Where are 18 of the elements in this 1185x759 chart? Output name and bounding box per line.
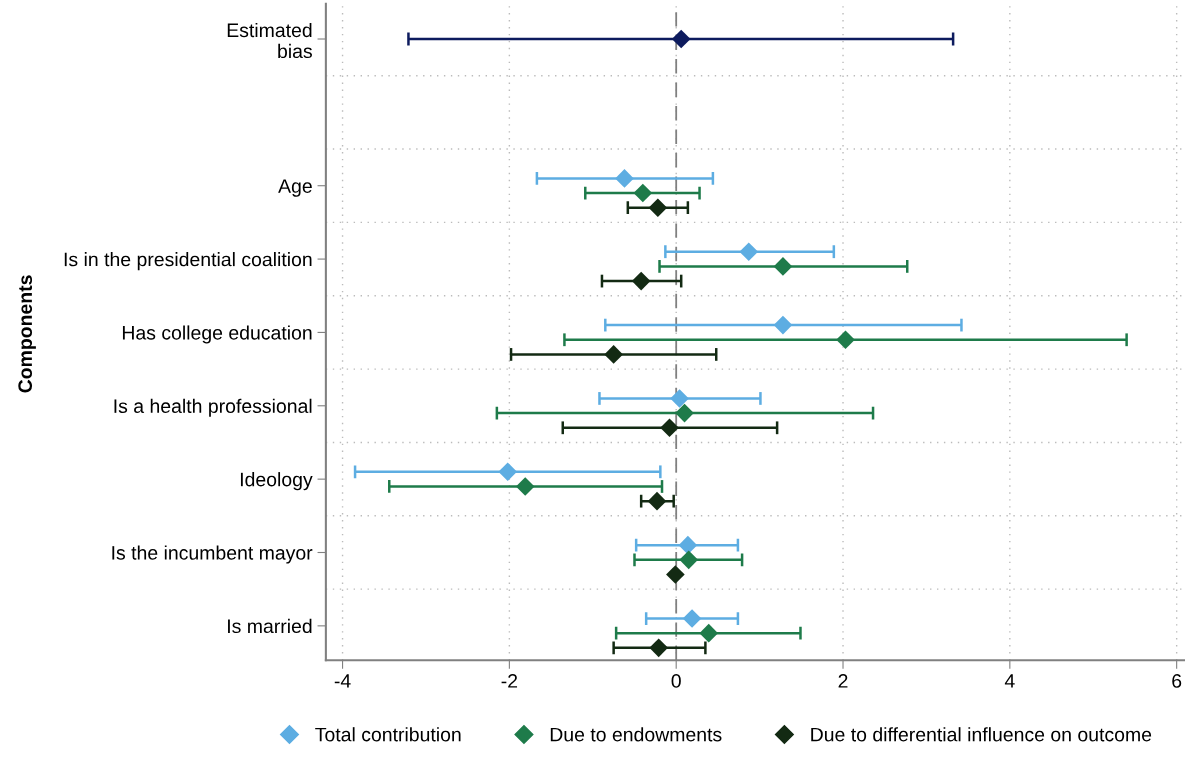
x-tick-label: 4: [1004, 674, 1015, 688]
y-tick-label: Has college education: [122, 325, 312, 344]
y-tick-label: Is in the presidential coalition: [64, 252, 312, 271]
x-tick-label: 6: [1172, 674, 1182, 688]
legend-label: Total contribution: [315, 727, 461, 742]
legend-label: Due to endowments: [550, 727, 722, 742]
x-tick-label: -4: [334, 674, 351, 688]
y-tick-label: Is married: [228, 618, 312, 634]
legend-label: Due to differential influence on outcome: [811, 727, 1152, 742]
y-tick-label: Is a health professional: [114, 398, 312, 417]
y-tick-label: Age: [278, 179, 312, 197]
x-tick-label: -2: [501, 674, 518, 688]
y-tick-label: Is the incumbent mayor: [112, 545, 313, 564]
y-axis-title: Components: [18, 275, 36, 393]
y-tick-label: Estimated bias: [227, 22, 312, 59]
x-tick-label: 0: [671, 674, 681, 688]
y-tick-label: Ideology: [240, 472, 313, 491]
x-tick-label: 2: [838, 674, 848, 688]
